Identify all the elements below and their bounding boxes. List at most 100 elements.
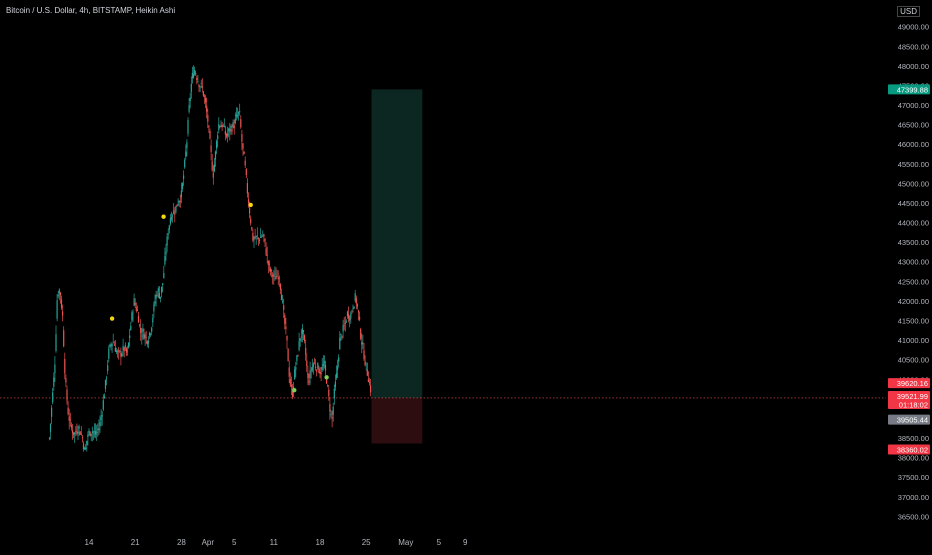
candle-body [213, 164, 215, 172]
candle-body [108, 348, 110, 359]
candle-body [208, 125, 210, 128]
candle-body [102, 400, 104, 410]
candle-body [246, 183, 248, 194]
price-tick-label: 42500.00 [898, 277, 929, 286]
candle-body [239, 111, 241, 112]
candle-body [324, 364, 327, 371]
loss-zone[interactable] [371, 397, 423, 444]
price-tick-label: 44000.00 [898, 219, 929, 228]
candle-body [119, 350, 121, 352]
candle-body [68, 416, 70, 421]
candle-body [189, 97, 191, 101]
candle-body [339, 337, 341, 350]
candle-body [295, 367, 297, 370]
price-tick-label: 46000.00 [898, 140, 929, 149]
candle-body [180, 190, 182, 198]
candle-body [88, 430, 90, 433]
time-axis-bg[interactable] [0, 532, 886, 550]
candle-body [74, 432, 76, 435]
candle-body [86, 440, 88, 445]
profit-zone[interactable] [371, 89, 423, 398]
candle-body [296, 355, 298, 361]
candle-body [120, 352, 122, 357]
price-tick-label: 45000.00 [898, 179, 929, 188]
candle-body [294, 369, 296, 380]
currency-tag[interactable]: USD [897, 6, 920, 17]
time-tick-label: 21 [131, 538, 140, 547]
candle-body [152, 318, 154, 323]
candle-body [261, 236, 263, 238]
candle-body [67, 407, 69, 415]
candle-body [49, 423, 52, 432]
candle-body [286, 335, 288, 341]
candle-body [240, 119, 242, 128]
candle-body [48, 437, 50, 439]
candle-body [112, 341, 114, 343]
candle-body [317, 363, 319, 369]
candle-body [136, 310, 138, 311]
candle-body [364, 361, 366, 366]
candle-body [109, 344, 111, 347]
candle-body [104, 379, 107, 389]
candle-body [352, 308, 354, 310]
candle-body [97, 429, 99, 431]
candle-body [103, 396, 105, 399]
time-tick-label: 14 [85, 538, 94, 547]
candles-layer [48, 65, 372, 452]
candle-body [326, 377, 328, 384]
candle-body [91, 431, 93, 434]
candle-body [337, 366, 339, 370]
candle-body [192, 74, 195, 78]
candle-body [343, 325, 345, 326]
candle-body [216, 141, 218, 149]
candle-body [73, 432, 75, 435]
candle-body [262, 234, 264, 236]
price-tick-label: 41000.00 [898, 336, 929, 345]
time-tick-label: 5 [232, 538, 237, 547]
candle-body [202, 91, 204, 96]
candle-body [311, 366, 313, 371]
price-tick-label: 37500.00 [898, 473, 929, 482]
price-tag [888, 414, 930, 425]
candle-body [99, 422, 101, 426]
signal-marker [248, 202, 253, 208]
candle-body [350, 313, 352, 319]
candle-body [167, 233, 169, 235]
candle-body [242, 143, 244, 149]
candle-body [308, 380, 310, 383]
candle-body [274, 273, 276, 275]
candle-body [176, 204, 178, 207]
candle-body [212, 172, 214, 178]
candle-body [82, 443, 85, 449]
signal-marker [292, 388, 297, 393]
time-axis: 14 21 28 Apr 5 11 18 25 May 5 9 [0, 532, 886, 550]
candle-body [71, 430, 74, 434]
candle-body [310, 370, 312, 372]
candle-body [264, 238, 266, 242]
candle-body [306, 360, 308, 367]
candle-body [357, 310, 360, 313]
candle-body [111, 343, 113, 347]
candle-body [181, 183, 184, 189]
candle-body [225, 134, 228, 137]
candle-body [312, 363, 314, 367]
candle-body [302, 330, 305, 333]
candle-body [139, 324, 141, 326]
candle-body [142, 328, 144, 332]
candle-body [235, 114, 237, 117]
candle-body [80, 433, 82, 435]
candle-body [331, 417, 333, 419]
candle-body [207, 115, 209, 122]
candle-body [190, 83, 192, 92]
candle-body [144, 334, 146, 338]
candle-body [284, 315, 286, 325]
price-tick-label: 36500.00 [898, 512, 929, 521]
time-tick-label: 11 [270, 538, 279, 547]
candle-body [100, 417, 102, 421]
markers-layer [109, 202, 329, 393]
candle-body [148, 332, 151, 336]
candle-body [233, 125, 235, 129]
candle-body [59, 292, 61, 296]
